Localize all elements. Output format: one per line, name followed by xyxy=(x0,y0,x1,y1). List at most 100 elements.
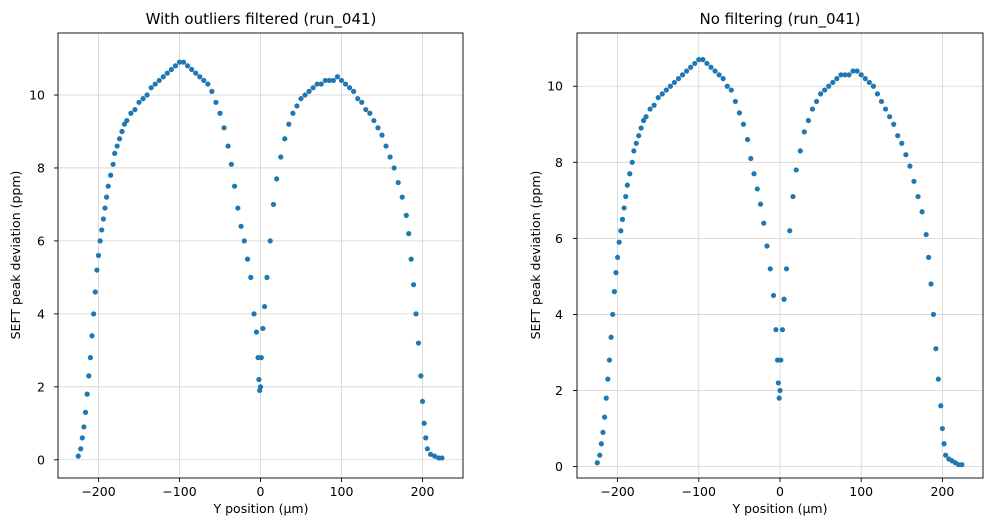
data-point xyxy=(248,274,254,280)
chart-outliers-filtered: With outliers filtered (run_041) Y posit… xyxy=(8,10,464,516)
data-point xyxy=(667,83,673,89)
grid xyxy=(577,33,983,478)
data-point xyxy=(399,194,405,200)
data-point xyxy=(105,183,111,189)
data-point xyxy=(925,254,932,261)
data-point xyxy=(172,63,179,69)
data-point xyxy=(363,106,369,113)
data-point xyxy=(213,99,219,105)
data-point xyxy=(94,267,100,273)
data-point xyxy=(959,462,965,468)
data-point xyxy=(598,441,604,447)
data-point xyxy=(87,355,93,361)
data-point xyxy=(633,140,639,146)
data-point xyxy=(777,387,783,394)
data-point xyxy=(338,77,345,84)
data-point xyxy=(793,167,799,173)
data-point xyxy=(330,77,336,84)
data-point xyxy=(813,98,820,105)
data-point xyxy=(659,91,665,97)
data-point xyxy=(679,72,686,78)
data-point xyxy=(282,136,288,142)
data-point xyxy=(231,183,238,189)
data-point xyxy=(911,178,917,184)
chart-title: With outliers filtered (run_041) xyxy=(146,10,377,29)
data-point xyxy=(882,106,889,112)
data-point xyxy=(322,77,328,84)
y-tick-label: 6 xyxy=(555,231,563,246)
data-point xyxy=(751,171,757,177)
data-point xyxy=(778,357,784,363)
data-point xyxy=(787,228,793,234)
data-point xyxy=(779,327,786,333)
data-point xyxy=(91,311,97,317)
data-point xyxy=(933,346,939,352)
data-point xyxy=(801,129,807,135)
data-point xyxy=(613,270,619,276)
data-point xyxy=(720,76,726,82)
data-point xyxy=(663,87,669,93)
chart-title: No filtering (run_041) xyxy=(699,10,860,29)
data-point xyxy=(124,117,130,124)
data-point xyxy=(209,88,215,94)
data-point xyxy=(744,136,751,143)
data-point xyxy=(116,136,123,142)
data-point xyxy=(616,239,622,245)
data-point xyxy=(193,70,199,76)
data-point xyxy=(395,179,401,186)
data-point xyxy=(413,311,419,317)
y-tick-label: 8 xyxy=(37,160,45,175)
data-point xyxy=(862,76,868,82)
data-point xyxy=(89,333,95,339)
data-point xyxy=(367,110,373,116)
data-point xyxy=(716,72,722,78)
data-point xyxy=(712,68,718,74)
data-point xyxy=(318,81,324,87)
data-point xyxy=(597,452,603,458)
data-point xyxy=(781,296,787,302)
data-point xyxy=(185,63,191,69)
data-point xyxy=(244,256,251,262)
data-point xyxy=(770,292,777,299)
data-point xyxy=(428,451,434,457)
data-point xyxy=(797,148,803,154)
data-point xyxy=(790,193,796,200)
data-point xyxy=(643,114,649,120)
data-point xyxy=(432,453,438,459)
x-tick-label: 200 xyxy=(411,484,435,499)
data-point xyxy=(605,376,611,382)
data-point xyxy=(355,96,361,102)
data-point xyxy=(264,274,270,280)
data-point xyxy=(310,85,316,91)
y-axis-label: SEFT peak deviation (ppm) xyxy=(528,171,543,340)
data-point xyxy=(708,64,714,70)
data-point xyxy=(647,106,653,112)
x-tick-label: 0 xyxy=(776,484,784,499)
data-point xyxy=(830,79,836,86)
y-tick-label: 4 xyxy=(555,307,563,322)
data-point xyxy=(602,414,608,420)
data-point xyxy=(84,391,90,397)
data-point xyxy=(375,125,381,131)
y-tick-label: 4 xyxy=(37,306,45,321)
data-point xyxy=(132,106,138,113)
data-point xyxy=(923,231,929,238)
data-point xyxy=(842,72,848,78)
data-point xyxy=(251,311,257,317)
data-point xyxy=(79,435,85,441)
x-tick-label: −100 xyxy=(682,484,716,499)
data-point xyxy=(95,252,102,259)
data-point xyxy=(866,79,872,86)
data-point xyxy=(907,163,913,169)
data-point xyxy=(704,60,710,67)
data-point xyxy=(895,133,901,139)
data-point xyxy=(359,99,365,105)
data-point xyxy=(439,455,445,461)
y-tick-label: 10 xyxy=(547,79,563,94)
data-point xyxy=(623,193,629,200)
data-point xyxy=(410,282,417,288)
data-point xyxy=(351,88,357,94)
data-point xyxy=(294,103,300,109)
data-point xyxy=(108,172,114,178)
data-point xyxy=(92,289,98,295)
